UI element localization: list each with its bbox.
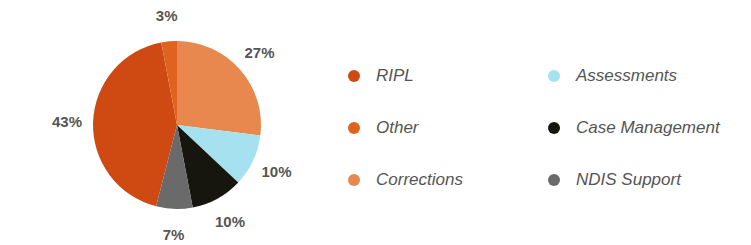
html-text:NDIS Support: NDIS Support — [576, 170, 681, 189]
svg-text:10%: 10% — [215, 213, 245, 230]
svg-text:43%: 43% — [52, 113, 82, 130]
svg-text:10%: 10% — [262, 163, 292, 180]
html-text:Assessments: Assessments — [576, 66, 678, 85]
html-text:Other: Other — [376, 118, 419, 137]
svg-text:7%: 7% — [163, 226, 185, 243]
html-text:RIPL: RIPL — [376, 66, 414, 85]
html-text:Case Management: Case Management — [576, 118, 720, 137]
html-text:Corrections: Corrections — [376, 170, 463, 189]
svg-text:3%: 3% — [156, 7, 178, 24]
svg-text:27%: 27% — [244, 44, 274, 61]
